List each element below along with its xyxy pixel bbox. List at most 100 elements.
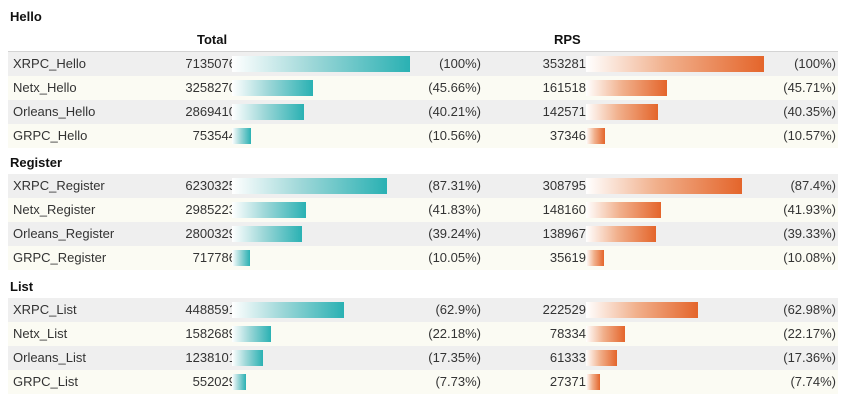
total-bar	[232, 350, 263, 366]
rps-bar	[586, 302, 698, 318]
rps-bar	[586, 80, 667, 96]
rps-percent: (87.4%)	[790, 178, 836, 193]
total-value: 2985223	[185, 202, 236, 217]
total-value: 552029	[192, 374, 236, 389]
total-percent: (10.05%)	[428, 250, 481, 265]
row-name: XRPC_Register	[13, 178, 105, 193]
total-bar	[232, 178, 387, 194]
rps-value: 61333	[549, 350, 586, 365]
row-name: Netx_Hello	[13, 80, 77, 95]
total-value: 1238101	[185, 350, 236, 365]
rps-bar	[586, 350, 617, 366]
group-title-hello: Hello	[10, 9, 42, 24]
total-percent: (41.83%)	[428, 202, 481, 217]
rps-percent: (62.98%)	[783, 302, 836, 317]
rps-percent: (100%)	[794, 56, 836, 71]
rps-percent: (41.93%)	[783, 202, 836, 217]
rps-percent: (10.57%)	[783, 128, 836, 143]
table-row: GRPC_List 552029 (7.73%) 27371 (7.74%)	[8, 370, 838, 394]
rps-value: 138967	[542, 226, 586, 241]
table-row: GRPC_Hello 753544 (10.56%) 37346 (10.57%)	[8, 124, 838, 148]
rps-percent: (7.74%)	[790, 374, 836, 389]
rps-bar	[586, 128, 605, 144]
total-bar	[232, 302, 344, 318]
total-bar	[232, 202, 306, 218]
total-value: 2869410	[185, 104, 236, 119]
total-percent: (40.21%)	[428, 104, 481, 119]
row-name: Orleans_Register	[13, 226, 115, 241]
table-row: Orleans_List 1238101 (17.35%) 61333 (17.36%)	[8, 346, 838, 370]
total-percent: (45.66%)	[428, 80, 481, 95]
row-name: GRPC_Register	[13, 250, 107, 265]
total-bar	[232, 128, 251, 144]
rps-bar	[586, 178, 742, 194]
row-name: GRPC_List	[13, 374, 79, 389]
rps-bar	[586, 250, 604, 266]
total-percent: (62.9%)	[435, 302, 481, 317]
total-percent: (10.56%)	[428, 128, 481, 143]
row-name: Netx_List	[13, 326, 68, 341]
total-percent: (39.24%)	[428, 226, 481, 241]
rps-value: 222529	[542, 302, 586, 317]
total-value: 4488591	[185, 302, 236, 317]
rps-percent: (39.33%)	[783, 226, 836, 241]
total-value: 3258270	[185, 80, 236, 95]
total-value: 717786	[192, 250, 236, 265]
rps-value: 353281	[542, 56, 586, 71]
rps-value: 78334	[549, 326, 586, 341]
rps-value: 37346	[549, 128, 586, 143]
rps-bar	[586, 326, 625, 342]
table-row: Orleans_Register 2800329 (39.24%) 138967 (39…	[8, 222, 838, 246]
rps-bar	[586, 374, 600, 390]
total-bar	[232, 226, 302, 242]
rps-bar	[586, 202, 661, 218]
table-row: Netx_Register 2985223 (41.83%) 148160 (41.93…	[8, 198, 838, 222]
rps-bar	[586, 104, 658, 120]
rps-percent: (45.71%)	[783, 80, 836, 95]
table-row: Orleans_Hello 2869410 (40.21%) 142571 (40.35…	[8, 100, 838, 124]
group-title-list: List	[10, 279, 34, 294]
row-name: Orleans_Hello	[13, 104, 96, 119]
total-bar	[232, 104, 304, 120]
row-name: XRPC_Hello	[13, 56, 86, 71]
header-total: Total	[197, 32, 228, 47]
table-row: Netx_Hello 3258270 (45.66%) 161518 (45.71%)	[8, 76, 838, 100]
rps-percent: (40.35%)	[783, 104, 836, 119]
rps-value: 27371	[549, 374, 586, 389]
total-value: 6230325	[185, 178, 236, 193]
rps-percent: (10.08%)	[783, 250, 836, 265]
rps-bar	[586, 226, 656, 242]
total-bar	[232, 56, 410, 72]
total-percent: (100%)	[439, 56, 481, 71]
rps-percent: (17.36%)	[783, 350, 836, 365]
group-title-register: Register	[10, 155, 63, 170]
table-row: Netx_List 1582689 (22.18%) 78334 (22.17%)	[8, 322, 838, 346]
rps-percent: (22.17%)	[783, 326, 836, 341]
rps-value: 308795	[542, 178, 586, 193]
row-name: Netx_Register	[13, 202, 96, 217]
total-percent: (17.35%)	[428, 350, 481, 365]
row-name: Orleans_List	[13, 350, 86, 365]
table-row: XRPC_List 4488591 (62.9%) 222529 (62.98%)	[8, 298, 838, 322]
total-value: 753544	[192, 128, 236, 143]
total-value: 2800329	[185, 226, 236, 241]
total-bar	[232, 374, 246, 390]
total-bar	[232, 250, 250, 266]
table-row: XRPC_Register 6230325 (87.31%) 308795 (87.4%…	[8, 174, 838, 198]
rps-value: 142571	[542, 104, 586, 119]
total-percent: (7.73%)	[435, 374, 481, 389]
total-bar	[232, 80, 313, 96]
rps-bar	[586, 56, 764, 72]
rps-value: 161518	[542, 80, 586, 95]
table-row: XRPC_Hello 7135076 (100%) 353281 (100%)	[8, 52, 838, 76]
total-percent: (22.18%)	[428, 326, 481, 341]
row-name: XRPC_List	[13, 302, 77, 317]
total-value: 7135076	[185, 56, 236, 71]
header-separator	[8, 51, 838, 52]
rps-value: 148160	[542, 202, 586, 217]
header-rps: RPS	[554, 32, 581, 47]
total-value: 1582689	[185, 326, 236, 341]
table-row: GRPC_Register 717786 (10.05%) 35619 (10.08%)	[8, 246, 838, 270]
total-bar	[232, 326, 271, 342]
rps-value: 35619	[549, 250, 586, 265]
